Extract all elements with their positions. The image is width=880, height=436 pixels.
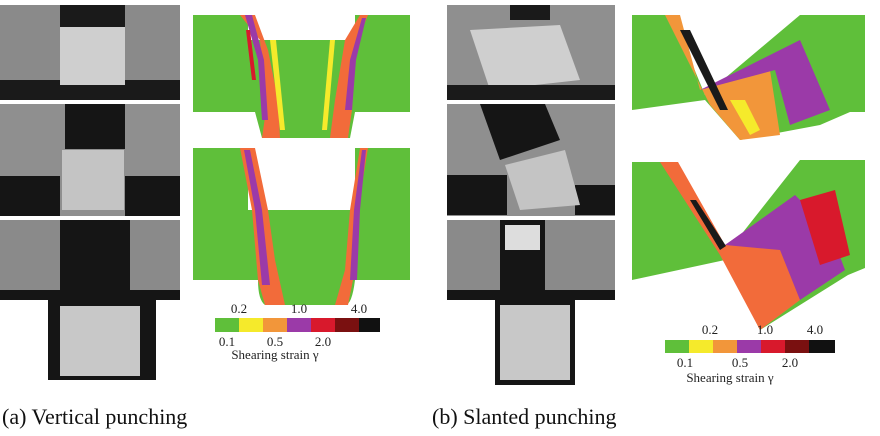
scale-bar: 20μm [458,366,475,374]
colorbar-label: 0.2 [231,301,247,316]
colorbar-b [665,340,835,353]
caption: (a) Vertical punching [2,404,187,429]
colorbar-a [215,318,380,332]
micrographs-b [447,5,615,385]
colorbar-title: Shearing strain γ [686,370,774,385]
caption: (b) Slanted punching [432,404,617,429]
colorbar-label: 1.0 [291,301,307,316]
colorbar-label: 4.0 [807,322,823,337]
figure: 20μm 0.2 1.0 4.0 0.1 0.5 2.0 Shearing st… [0,0,880,436]
colorbar-title: Shearing strain γ [231,347,319,362]
colorbar-label: 0.5 [732,355,748,370]
colorbar-label: 0.2 [702,322,718,337]
colorbar-label: 2.0 [782,355,798,370]
strain-maps-a [193,15,410,305]
micrographs-a [0,5,180,380]
colorbar-label: 0.1 [677,355,693,370]
scale-bar: 20μm [22,359,39,367]
colorbar-label: 1.0 [757,322,773,337]
colorbar-label: 4.0 [351,301,367,316]
strain-maps-b [632,15,865,330]
